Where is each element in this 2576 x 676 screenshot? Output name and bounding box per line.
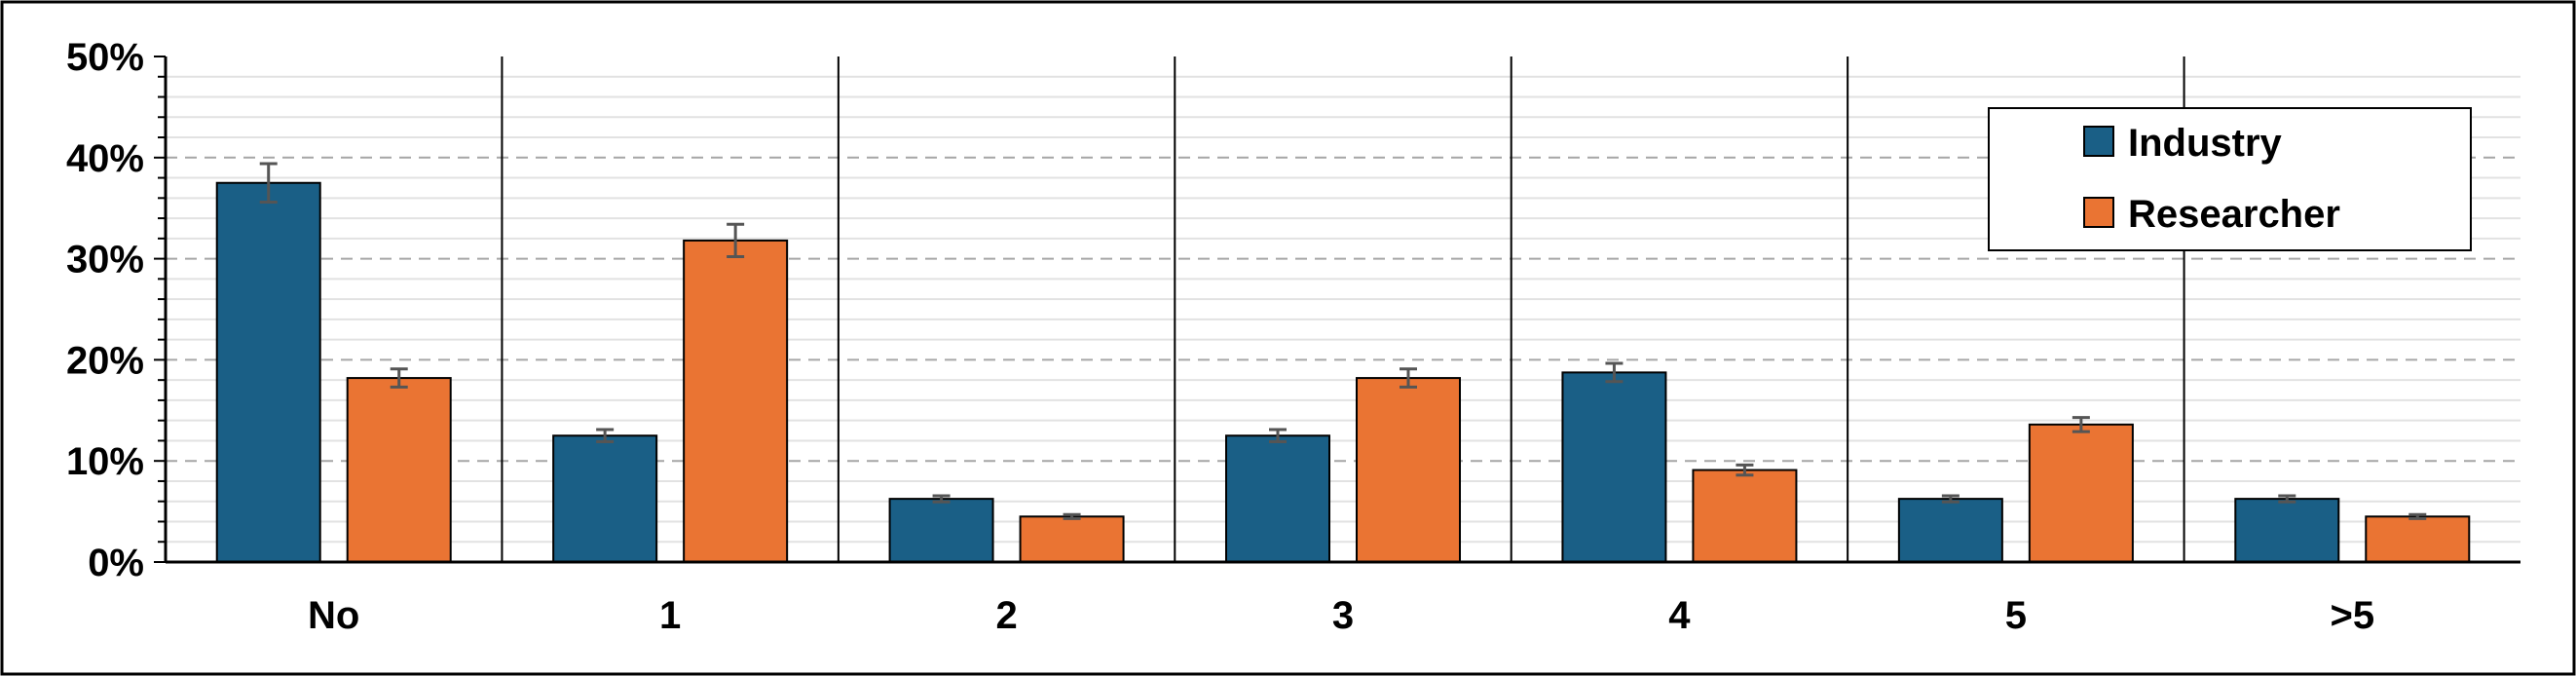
error-bar-industry-6: [2278, 494, 2296, 504]
y-tick-label: 0%: [88, 542, 144, 584]
bar-industry-0: [215, 181, 321, 563]
bar-researcher-0: [346, 377, 452, 564]
x-tick-label: 1: [659, 594, 681, 637]
y-tick-label: 30%: [66, 239, 144, 282]
y-tick-label: 40%: [66, 137, 144, 180]
legend-box: [1988, 107, 2472, 251]
error-bars: [259, 162, 2427, 520]
bar-industry-1: [552, 434, 658, 563]
bar-researcher-5: [2028, 423, 2134, 563]
x-tick-label: 4: [1668, 594, 1691, 637]
error-bar-industry-4: [1605, 361, 1624, 384]
y-tick-label: 10%: [66, 440, 144, 483]
legend-label-researcher: Researcher: [2128, 193, 2340, 236]
error-bar-industry-1: [596, 428, 615, 443]
bar-researcher-1: [683, 239, 789, 564]
x-tick-label: 5: [2005, 594, 2027, 637]
error-bar-researcher-5: [2072, 416, 2090, 433]
bar-industry-6: [2234, 498, 2340, 563]
legend-swatch-researcher: [2083, 197, 2114, 228]
bar-researcher-4: [1692, 469, 1798, 563]
legend-swatch-industry: [2083, 126, 2114, 157]
x-tick-label: No: [308, 594, 359, 637]
bar-industry-5: [1897, 498, 2003, 563]
error-bar-industry-5: [1941, 494, 1960, 504]
axes: [154, 56, 2520, 564]
bar-industry-2: [888, 498, 994, 563]
legend-label-industry: Industry: [2128, 122, 2283, 165]
error-bar-industry-2: [932, 494, 951, 504]
bars: [215, 181, 2471, 564]
error-bar-researcher-4: [1736, 463, 1754, 477]
bar-researcher-2: [1019, 515, 1125, 563]
error-bar-researcher-0: [390, 367, 408, 389]
bar-researcher-6: [2365, 515, 2471, 563]
x-tick-label: >5: [2330, 594, 2374, 637]
bar-industry-4: [1561, 371, 1667, 563]
error-bar-industry-0: [259, 162, 278, 204]
bar-researcher-3: [1356, 377, 1461, 564]
y-tick-label: 20%: [66, 339, 144, 382]
error-bar-researcher-2: [1063, 512, 1081, 520]
legend: Industry Researcher: [1988, 107, 2472, 251]
y-tick-labels: 0% 10% 20% 30% 40% 50%: [66, 36, 144, 584]
y-tick-label: 50%: [66, 36, 144, 79]
x-tick-labels: No 1 2 3 4 5 >5: [308, 594, 2374, 637]
error-bar-researcher-1: [727, 222, 745, 259]
x-tick-label: 2: [995, 594, 1017, 637]
category-separators: [501, 56, 2185, 562]
error-bar-researcher-6: [2408, 512, 2427, 520]
error-bar-researcher-3: [1400, 367, 1417, 389]
bar-industry-3: [1225, 434, 1330, 563]
error-bar-industry-3: [1269, 428, 1287, 443]
x-tick-label: 3: [1332, 594, 1354, 637]
